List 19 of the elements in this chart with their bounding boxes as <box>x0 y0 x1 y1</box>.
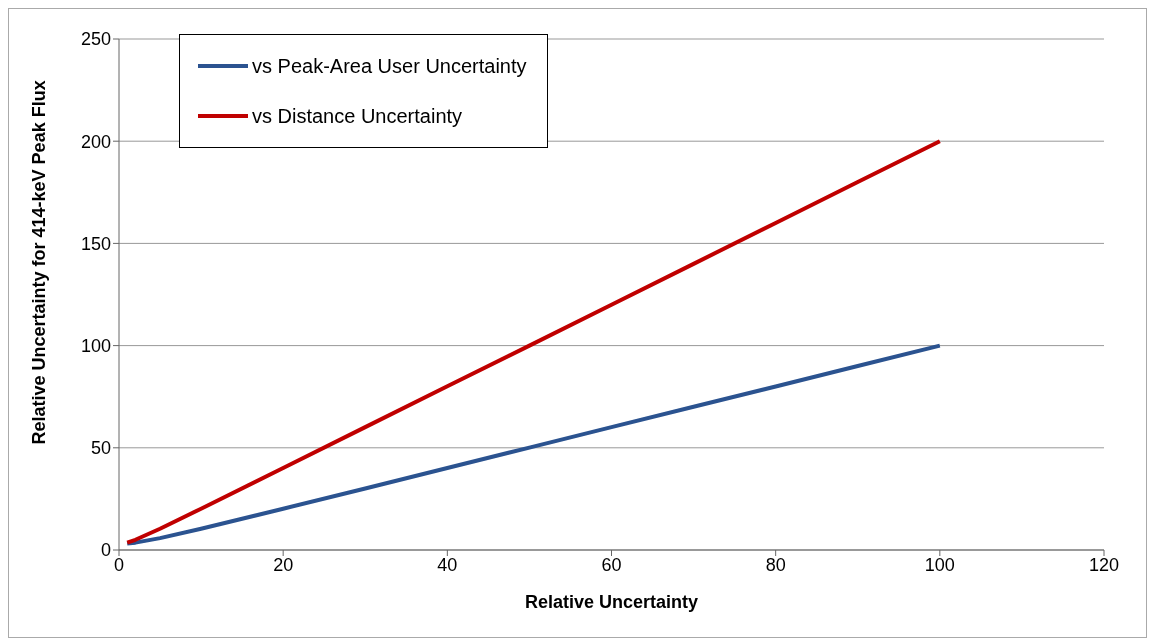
x-tick-label: 80 <box>765 554 786 575</box>
y-tick-label: 150 <box>80 233 111 254</box>
y-tick-label: 200 <box>80 131 111 152</box>
legend-label: vs Distance Uncertainty <box>252 104 463 129</box>
y-tick-label: 250 <box>80 29 111 50</box>
x-tick-label: 120 <box>1088 554 1120 575</box>
legend-label: vs Peak-Area User Uncertainty <box>252 54 527 79</box>
line-series <box>125 343 942 546</box>
x-tick-label: 20 <box>273 554 294 575</box>
line-series <box>125 139 942 545</box>
y-axis-title: Relative Uncertainty for 414-keV Peak Flux <box>29 80 50 445</box>
x-tick-label: 60 <box>601 554 622 575</box>
y-tick-label: 100 <box>80 335 111 356</box>
x-tick-label: 40 <box>437 554 458 575</box>
x-tick-label: 0 <box>113 554 125 575</box>
y-tick-label: 50 <box>90 438 111 459</box>
y-tick-label: 0 <box>100 540 111 561</box>
x-tick-label: 100 <box>924 554 955 575</box>
x-axis-title: Relative Uncertainty <box>524 592 699 612</box>
